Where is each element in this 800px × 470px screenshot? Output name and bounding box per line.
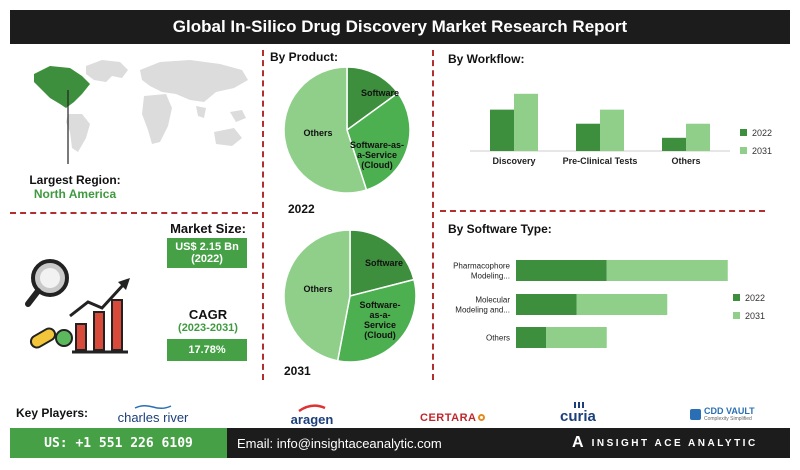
logo-curia-text: curia bbox=[560, 408, 596, 425]
cdd-vault-square-icon bbox=[690, 408, 701, 420]
logo-certara: CERTARA bbox=[420, 410, 486, 424]
key-players-label: Key Players: bbox=[16, 406, 89, 420]
logo-cdd-vault: CDD VAULT Complexity Simplified bbox=[690, 406, 755, 422]
cagr-box: 17.78% bbox=[167, 339, 247, 361]
workflow-tick-label-0: Discovery bbox=[492, 156, 535, 166]
world-map-icon bbox=[34, 60, 248, 164]
software-tick-label-2: Others bbox=[486, 334, 510, 343]
charles-river-wave-icon bbox=[134, 404, 172, 410]
pie-chart-2031: Software Software-as-a-Service (Cloud) Othe… bbox=[284, 229, 417, 363]
software-bar-1-1 bbox=[576, 294, 668, 315]
brand-name: INSIGHT ACE ANALYTIC bbox=[591, 437, 758, 449]
software-bar-0-0 bbox=[516, 260, 607, 281]
workflow-bar-2-1 bbox=[686, 123, 710, 151]
capsule-icon bbox=[29, 327, 73, 349]
workflow-bar-0-0 bbox=[490, 109, 514, 151]
pie-slice-0 bbox=[349, 229, 415, 297]
product-section-title: By Product: bbox=[270, 50, 339, 64]
magnifier-icon bbox=[25, 259, 69, 307]
software-type-bar-chart: Pharmacophore Modeling... Molecular Modelin… bbox=[453, 260, 765, 348]
workflow-tick-label-2: Others bbox=[671, 156, 700, 166]
report-title: Global In-Silico Drug Discovery Market R… bbox=[10, 10, 790, 44]
workflow-legend-label-1: 2031 bbox=[752, 146, 772, 156]
pie-slice-2 bbox=[284, 229, 351, 362]
workflow-tick-label-1: Pre-Clinical Tests bbox=[563, 156, 638, 166]
logo-curia: curia bbox=[560, 402, 596, 425]
workflow-bar-2-0 bbox=[662, 137, 686, 151]
software-tick-label-1: Molecular Modeling and... bbox=[455, 296, 510, 315]
curia-bars-icon bbox=[574, 402, 584, 408]
cagr-period: (2023-2031) bbox=[178, 322, 238, 334]
logo-charles-river-text: charles river bbox=[117, 410, 189, 425]
pie-label-1: Software-as-a-Service (Cloud) bbox=[350, 140, 404, 170]
footer-phone: US: +1 551 226 6109 bbox=[10, 428, 227, 458]
logo-cdd-vault-tagline: Complexity Simplified bbox=[704, 416, 752, 422]
workflow-legend-swatch-1 bbox=[740, 147, 747, 154]
analytics-illustration bbox=[25, 259, 130, 354]
workflow-legend-label-0: 2022 bbox=[752, 128, 772, 138]
logo-aragen-text: aragen bbox=[290, 412, 334, 427]
divider-right-horizontal bbox=[440, 210, 765, 212]
market-size-year: (2022) bbox=[191, 253, 223, 265]
brand-logo-icon: A bbox=[572, 434, 584, 451]
workflow-bar-1-0 bbox=[576, 123, 600, 151]
cagr-value: 17.78% bbox=[188, 344, 226, 356]
workflow-bar-chart: Discovery Pre-Clinical Tests Others 2022 203… bbox=[470, 93, 772, 166]
workflow-legend-swatch-0 bbox=[740, 129, 747, 136]
pie-2031-year: 2031 bbox=[284, 364, 311, 378]
software-bar-2-1 bbox=[546, 327, 607, 348]
divider-left bbox=[262, 50, 264, 380]
software-tick-label-0: Pharmacophore Modeling... bbox=[453, 262, 510, 281]
market-size-value: US$ 2.15 Bn bbox=[175, 241, 239, 253]
software-bar-1-0 bbox=[516, 294, 577, 315]
footer-brand: A INSIGHT ACE ANALYTIC bbox=[560, 428, 790, 458]
software-type-section-title: By Software Type: bbox=[448, 222, 552, 236]
pie-chart-2022: Software Software-as-a-Service (Cloud) Othe… bbox=[284, 66, 411, 194]
growth-chart-icon bbox=[69, 278, 130, 354]
software-legend-swatch-0 bbox=[733, 294, 740, 301]
logo-certara-text: CERTARA bbox=[420, 412, 477, 424]
aragen-swoosh-icon bbox=[298, 404, 326, 412]
market-size-label: Market Size: bbox=[170, 221, 246, 236]
pie-label-2: Others bbox=[303, 128, 332, 138]
workflow-section-title: By Workflow: bbox=[448, 52, 525, 66]
pie-slice-1 bbox=[336, 278, 417, 363]
software-bar-0-1 bbox=[606, 260, 728, 281]
pie-label-1: Software-as-a-Service (Cloud) bbox=[359, 300, 400, 340]
divider-left-horizontal bbox=[10, 212, 258, 214]
pie-slice-2 bbox=[284, 66, 368, 194]
divider-right bbox=[432, 50, 434, 380]
pie-label-0: Software bbox=[365, 258, 403, 268]
pie-2022-year: 2022 bbox=[288, 202, 315, 216]
cagr-label: CAGR bbox=[188, 307, 228, 322]
logo-aragen: aragen bbox=[282, 404, 342, 427]
pie-label-0: Software bbox=[361, 88, 399, 98]
largest-region-value: North America bbox=[33, 187, 117, 201]
certara-ring-icon bbox=[478, 414, 486, 421]
workflow-bar-0-1 bbox=[514, 93, 538, 151]
pie-slice-0 bbox=[346, 66, 400, 132]
market-size-box: US$ 2.15 Bn (2022) bbox=[167, 238, 247, 268]
workflow-bar-1-1 bbox=[600, 109, 624, 151]
software-legend-label-1: 2031 bbox=[745, 311, 765, 321]
software-legend-swatch-1 bbox=[733, 312, 740, 319]
software-legend-label-0: 2022 bbox=[745, 293, 765, 303]
footer-email: Email: info@insightaceanalytic.com bbox=[227, 428, 560, 458]
pie-label-2: Others bbox=[303, 284, 332, 294]
pie-slice-1 bbox=[346, 91, 411, 191]
largest-region-label: Largest Region: bbox=[29, 173, 121, 187]
logo-cdd-vault-text: CDD VAULT bbox=[704, 406, 755, 416]
software-bar-2-0 bbox=[516, 327, 547, 348]
logo-charles-river: charles river bbox=[112, 404, 194, 425]
